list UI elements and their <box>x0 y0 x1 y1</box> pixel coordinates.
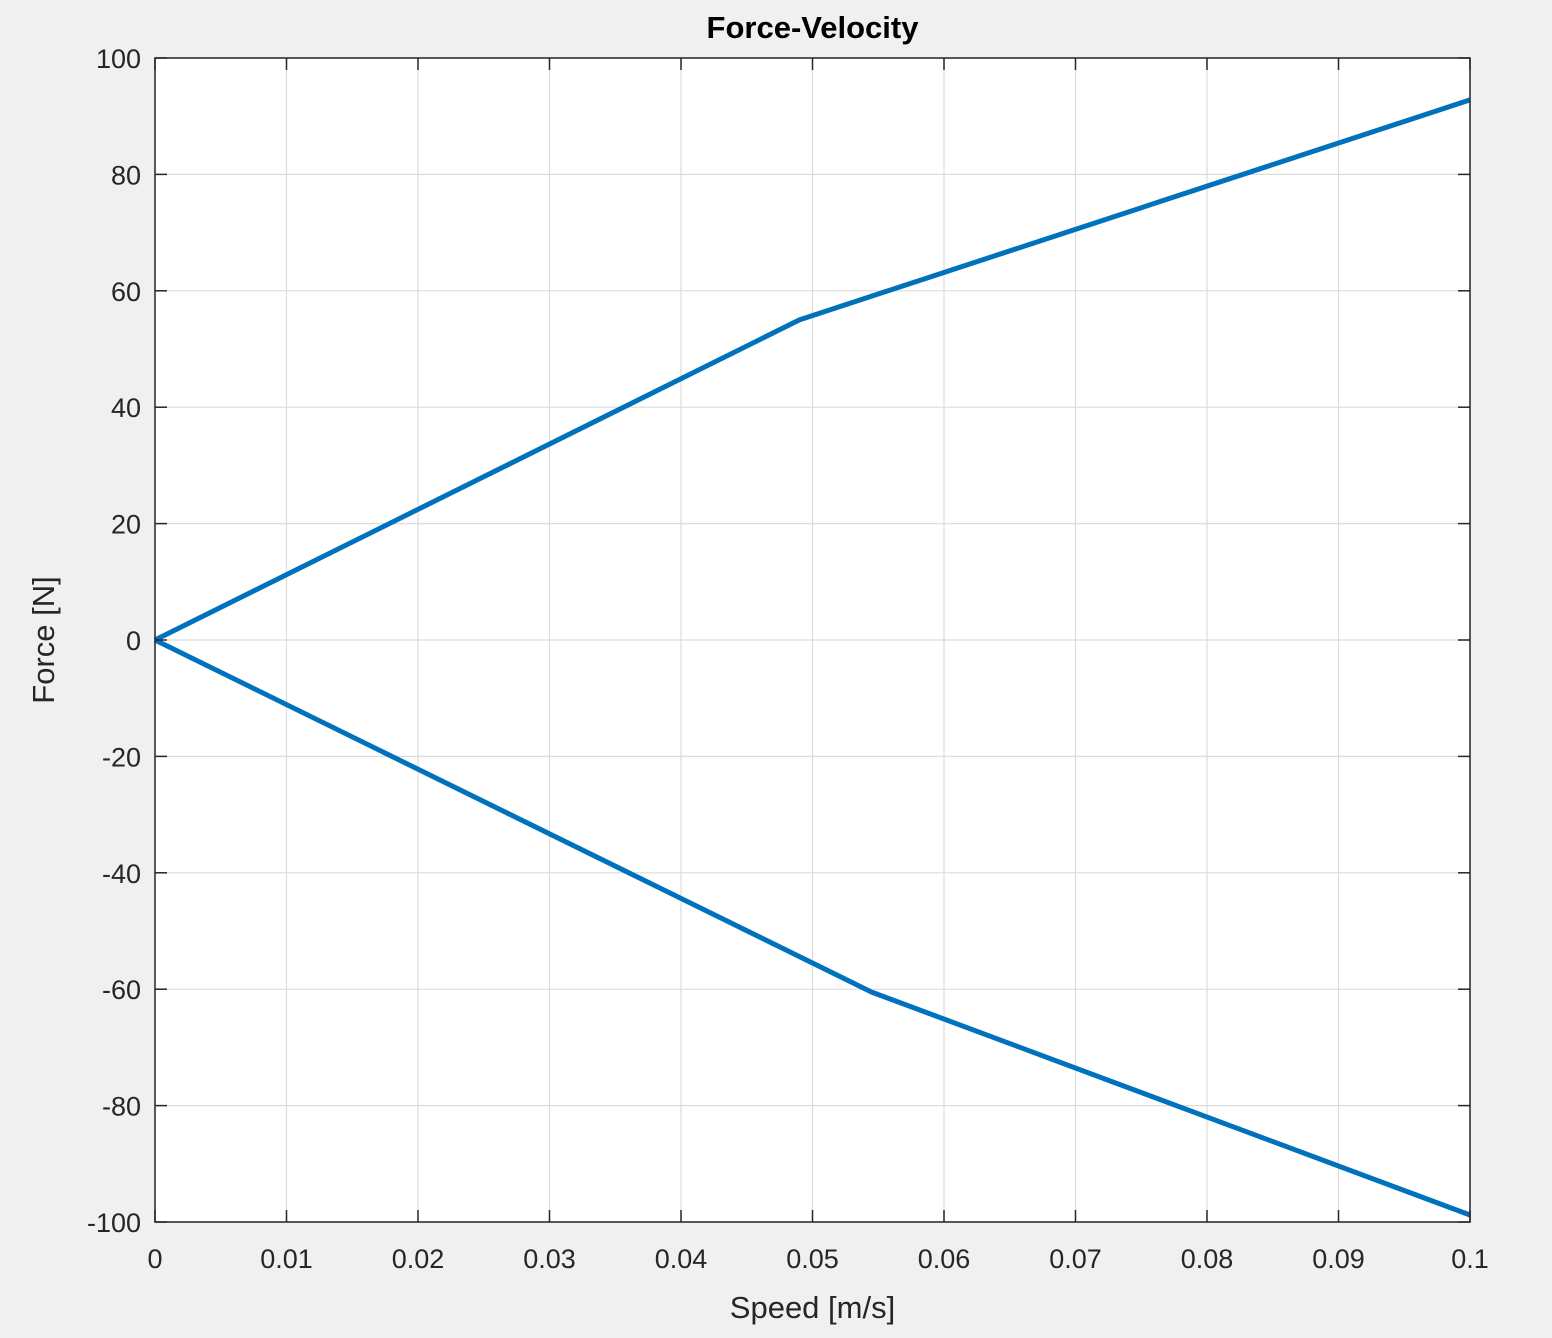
chart-title: Force-Velocity <box>707 10 920 45</box>
y-tick-label: -20 <box>102 742 141 772</box>
series-layer <box>153 97 1471 1218</box>
x-tick-label: 0.06 <box>918 1244 971 1274</box>
y-tick-label: 20 <box>111 510 141 540</box>
y-tick-label: -60 <box>102 975 141 1005</box>
x-axis-label: Speed [m/s] <box>730 1290 895 1325</box>
y-tick-label: 40 <box>111 393 141 423</box>
y-tick-label: -40 <box>102 859 141 889</box>
y-tick-label: 100 <box>96 44 141 74</box>
x-tick-label: 0.01 <box>260 1244 313 1274</box>
x-tick-label: 0.1 <box>1451 1244 1489 1274</box>
y-tick-label: 80 <box>111 160 141 190</box>
x-tick-label: 0.05 <box>786 1244 839 1274</box>
x-tick-label: 0.02 <box>392 1244 445 1274</box>
y-tick-labels: -100 -80 -60 -40 -20 0 20 40 60 80 100 <box>87 44 141 1238</box>
y-tick-label: 60 <box>111 277 141 307</box>
x-tick-label: 0.09 <box>1312 1244 1365 1274</box>
tick-marks <box>154 57 1471 1223</box>
x-tick-labels: 0 0.01 0.02 0.03 0.04 0.05 0.06 0.07 0.08 0.09 0.1 <box>147 1244 1488 1274</box>
x-tick-label: 0 <box>147 1244 162 1274</box>
series-line-2 <box>153 637 1471 1218</box>
x-tick-label: 0.03 <box>523 1244 576 1274</box>
x-tick-label: 0.08 <box>1181 1244 1234 1274</box>
series-line-1 <box>153 97 1471 643</box>
x-tick-label: 0.07 <box>1049 1244 1102 1274</box>
x-tick-label: 0.04 <box>655 1244 708 1274</box>
y-tick-label: -80 <box>102 1092 141 1122</box>
y-tick-label: 0 <box>126 626 141 656</box>
y-tick-label: -100 <box>87 1208 141 1238</box>
y-axis-label: Force [N] <box>26 576 61 703</box>
